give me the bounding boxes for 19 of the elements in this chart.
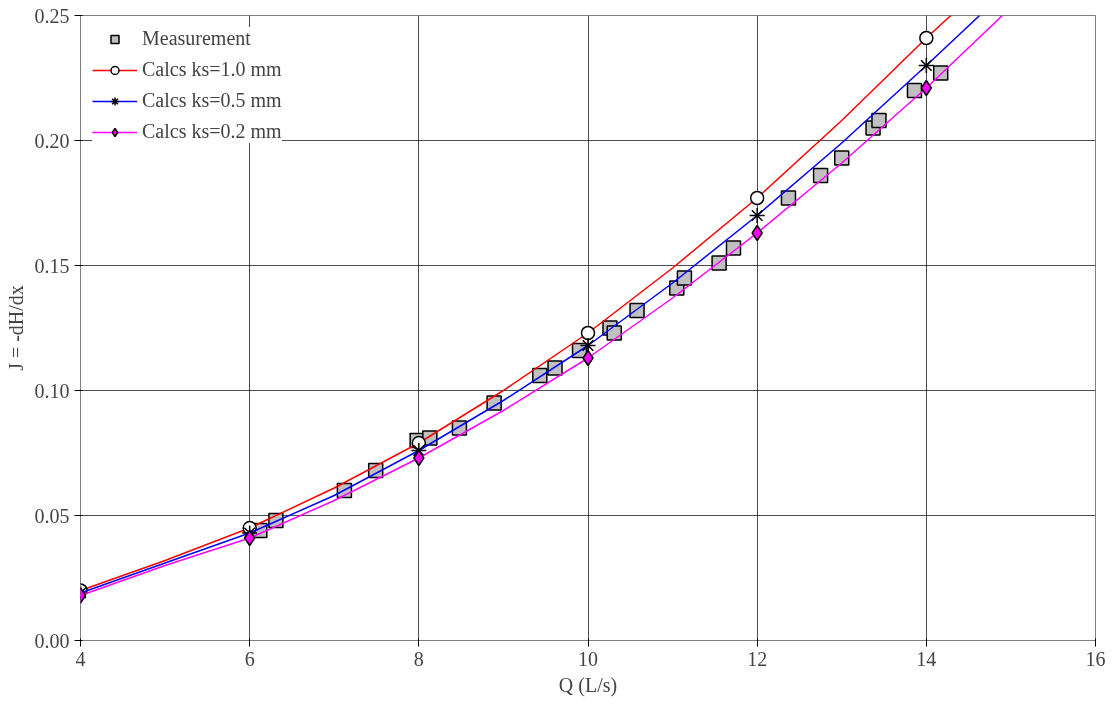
y-tick-label: 0.20: [34, 129, 70, 152]
legend-label: Calcs ks=0.2 mm: [142, 120, 282, 143]
legend-label: Calcs ks=0.5 mm: [142, 89, 282, 112]
x-tick-label: 12: [747, 647, 768, 670]
x-tick-label: 4: [75, 647, 86, 670]
x-tick-label: 14: [916, 647, 937, 670]
y-tick-label: 0.25: [34, 4, 70, 27]
y-tick-label: 0.05: [34, 504, 70, 527]
x-tick-label: 16: [1085, 647, 1106, 670]
x-tick-label: 6: [244, 647, 255, 670]
y-tick-label: 0.00: [34, 629, 70, 652]
y-tick-label: 0.10: [34, 379, 70, 402]
legend-label: Measurement: [142, 27, 251, 50]
x-axis-title: Q (L/s): [558, 673, 618, 697]
legend-label: Calcs ks=1.0 mm: [142, 58, 282, 81]
y-tick-label: 0.15: [34, 254, 70, 277]
x-tick-label: 8: [413, 647, 424, 670]
x-tick-label: 10: [578, 647, 598, 670]
y-axis-title: J = -dH/dx: [4, 285, 27, 371]
